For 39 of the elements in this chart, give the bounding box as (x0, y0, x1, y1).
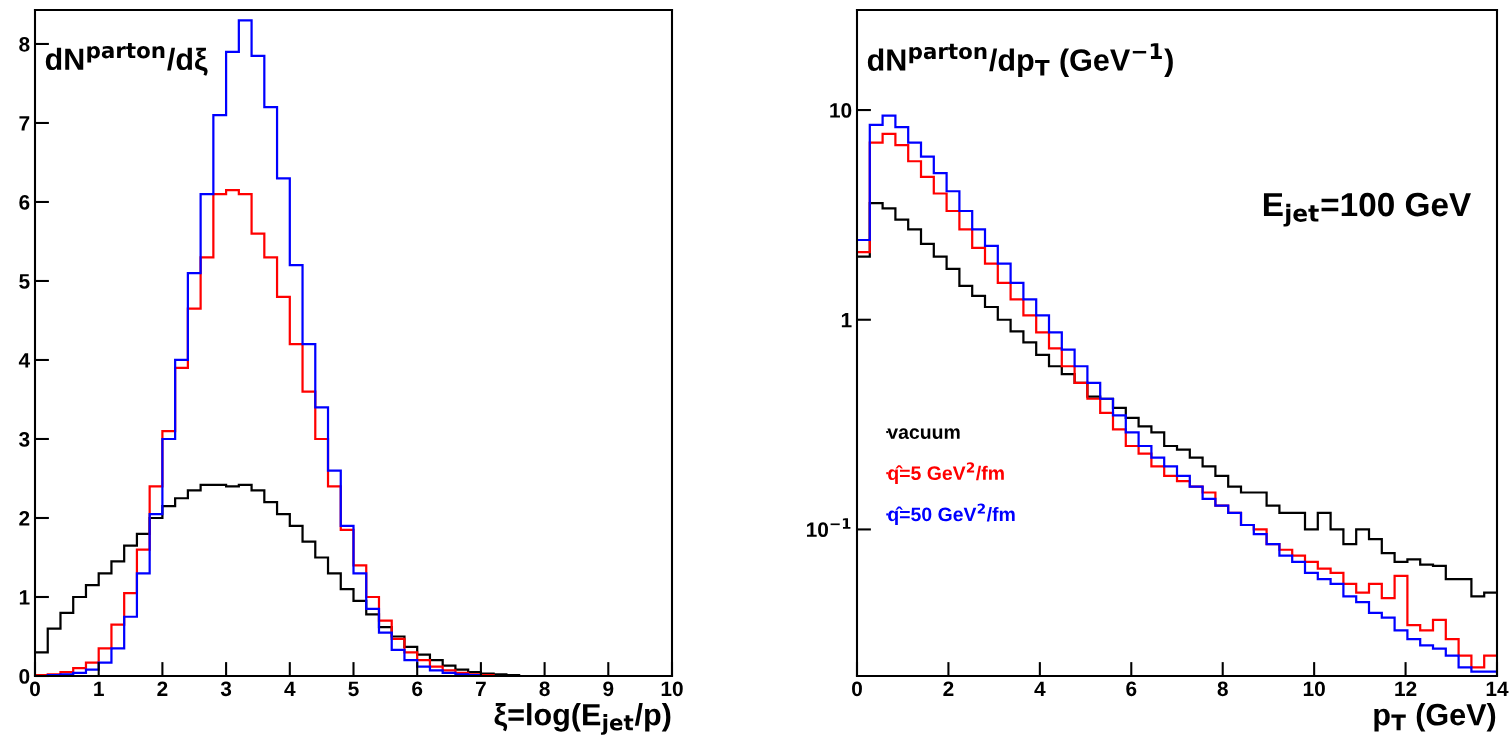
x-tick-label: 7 (476, 681, 486, 696)
x-tick-label: 10 (1303, 681, 1325, 697)
x-tick-label: 8 (539, 681, 550, 697)
x-tick-label: 6 (1126, 681, 1137, 697)
x-tick-label: 2 (943, 681, 954, 696)
x-tick-label: 6 (412, 681, 423, 697)
x-tick-label: 4 (1034, 681, 1046, 696)
x-tick-label: 8 (1217, 681, 1228, 697)
y-tick-label: 0 (19, 669, 30, 684)
x-tick-label: 5 (348, 681, 359, 697)
x-tick-label: 4 (284, 681, 296, 696)
y-axis-title: dN$^{parton}$/dξ (45, 43, 208, 76)
y-tick-label: 10$^{−1}$ (806, 518, 851, 538)
y-axis-title: dN$^{parton}$/dp$_{T}$ (GeV$^{−1}$) (867, 43, 1173, 77)
x-tick-label: 1 (94, 681, 104, 696)
legend-label: vacuum (887, 428, 960, 440)
y-tick-label: 7 (19, 116, 30, 131)
x-tick-label: 12 (1395, 681, 1417, 696)
x-axis-title: ξ=log(E$_{jet}$/p) (494, 703, 671, 735)
x-tick-label: 14 (1486, 681, 1509, 696)
legend-label: q̂=50 GeV$^{2}$/fm (888, 503, 1015, 526)
y-tick-label: 6 (19, 194, 30, 210)
y-tick-label: 4 (18, 353, 31, 368)
x-tick-label: 0 (30, 681, 40, 697)
x-tick-label: 0 (852, 681, 862, 697)
x-tick-label: 3 (220, 681, 232, 697)
y-tick-label: 2 (19, 510, 30, 526)
x-tick-label: 9 (603, 681, 614, 697)
legend-label: q̂=5 GeV$^{2}$/fm (888, 462, 1004, 484)
x-tick-label: 2 (157, 681, 168, 696)
x-tick-label: 10 (661, 681, 683, 697)
x-axis-title: p$_{T}$ (GeV) (1374, 703, 1496, 732)
y-tick-label: 8 (19, 36, 30, 52)
y-tick-label: 10 (830, 103, 852, 118)
y-tick-label: 3 (19, 431, 30, 447)
annotation: E$_{jet}$=100 GeV (1263, 192, 1471, 227)
y-tick-label: 1 (19, 590, 30, 605)
y-tick-label: 1 (841, 312, 852, 328)
y-tick-label: 5 (19, 274, 30, 289)
